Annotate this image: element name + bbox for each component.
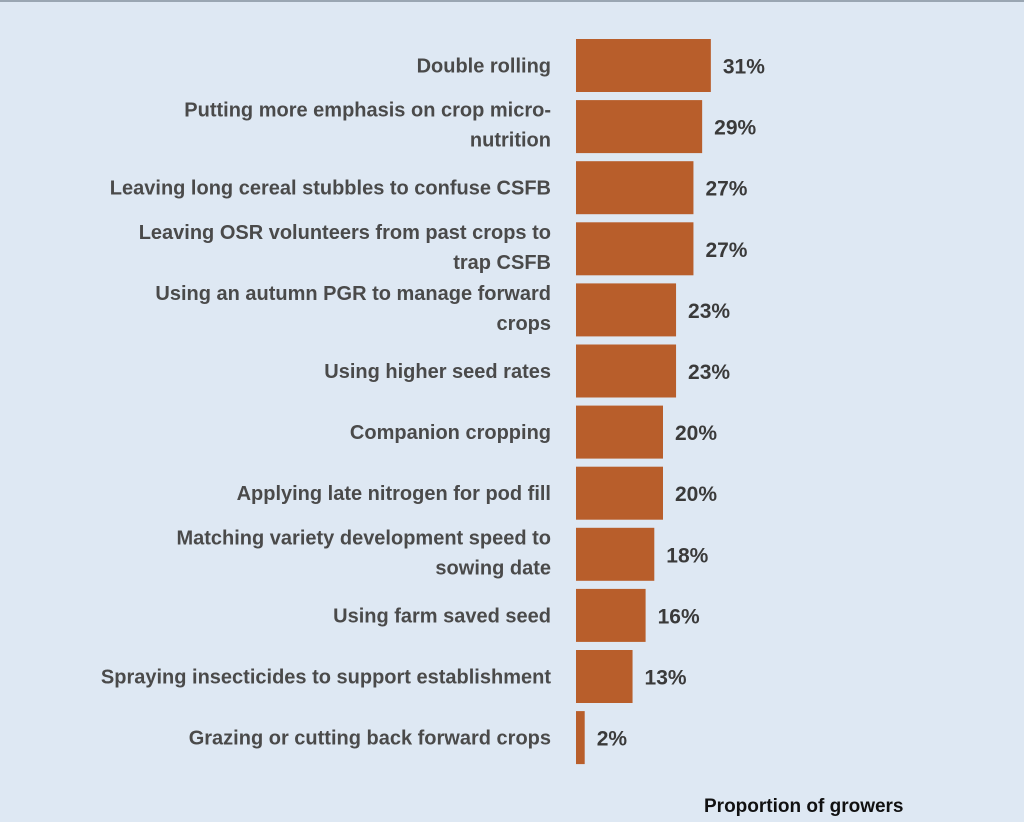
bar-3 [576,161,694,215]
category-label-3: Leaving long cereal stubbles to confuse … [110,178,551,200]
bar-2 [576,100,703,154]
category-label-5: Using an autumn PGR to manage forward cro… [155,283,551,335]
value-label-2: 29% [714,117,756,140]
category-label-12: Grazing or cutting back forward crops [189,728,551,750]
bar-7 [576,405,663,459]
value-label-1: 31% [723,56,765,79]
category-label-1: Double rolling [417,56,551,78]
bar-5 [576,283,677,337]
category-label-7: Companion cropping [350,422,551,444]
category-label-2: Putting more emphasis on crop micro-nutr… [184,100,551,152]
category-labels-group: Double rolling Putting more emphasis on c… [101,56,551,750]
value-label-8: 20% [675,483,717,506]
bar-12 [576,711,585,765]
value-label-7: 20% [675,422,717,445]
bar-10 [576,588,646,642]
value-label-11: 13% [645,667,687,690]
value-labels-group: 31% 29% 27% 27% 23% 23% 20% 20% 18% 16% 13% 2% [597,56,766,751]
category-label-6: Using higher seed rates [324,361,551,383]
bar-4 [576,222,694,276]
value-label-4: 27% [705,239,747,262]
value-label-3: 27% [705,178,747,201]
bar-1 [576,39,711,92]
value-label-10: 16% [658,605,700,628]
bar-11 [576,650,633,703]
category-label-8: Applying late nitrogen for pod fill [237,483,551,505]
category-label-10: Using farm saved seed [333,605,551,627]
bar-8 [576,466,663,520]
category-label-9: Matching variety development speed to sow… [176,527,551,579]
bar-6 [576,344,677,398]
bars-group [576,39,711,765]
bar-9 [576,527,655,581]
value-label-5: 23% [688,300,730,323]
category-label-4: Leaving OSR volunteers from past crops t… [139,222,551,274]
category-label-11: Spraying insecticides to support establi… [101,667,551,689]
value-label-9: 18% [666,544,708,567]
top-border [0,0,1024,2]
value-label-12: 2% [597,728,628,751]
x-axis-title: Proportion of growers [704,796,904,817]
value-label-6: 23% [688,361,730,384]
